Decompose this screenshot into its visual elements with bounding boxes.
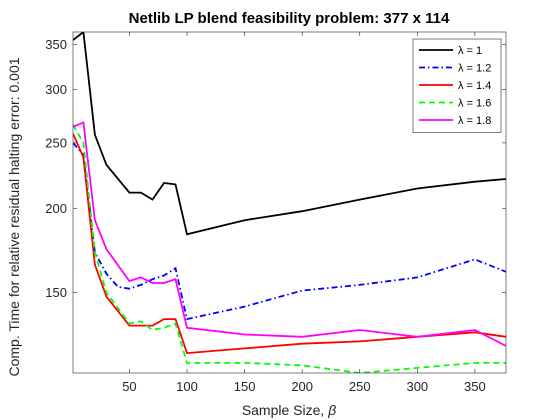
x-tick-label: 300: [406, 379, 428, 394]
series-line-1: [73, 32, 506, 236]
y-tick-label: 250: [45, 135, 67, 150]
legend-label-5: λ = 1.8: [458, 115, 491, 127]
x-axis-label-symbol: β: [327, 402, 336, 418]
x-tick-label: 150: [234, 379, 256, 394]
series-line-5: [73, 121, 506, 347]
x-tick-label: 250: [349, 379, 371, 394]
x-tick-label: 200: [291, 379, 313, 394]
x-axis-label-text: Sample Size,: [242, 402, 328, 418]
x-tick-label: 100: [176, 379, 198, 394]
axes-box: [72, 31, 507, 374]
y-axis-label: Comp. Time for relative residual halting…: [6, 57, 22, 376]
legend-label-3: λ = 1.4: [458, 80, 491, 92]
plot-area: [73, 32, 506, 373]
y-tick-label: 150: [45, 285, 67, 300]
y-tick-label: 350: [45, 37, 67, 52]
x-axis-label: Sample Size, β: [242, 402, 336, 418]
legend-label-2: λ = 1.2: [458, 63, 491, 75]
series-line-2: [73, 142, 506, 321]
y-tick-label: 300: [45, 82, 67, 97]
series-line-4: [73, 124, 506, 373]
axes: 50 100 150 200 250 300 350 150 200 250 300 350: [45, 31, 507, 394]
legend-label-1: λ = 1: [458, 45, 482, 57]
legend: λ = 1 λ = 1.2 λ = 1.4 λ = 1.6 λ = 1.8: [412, 38, 502, 133]
legend-label-4: λ = 1.6: [458, 98, 491, 110]
chart-title: Netlib LP blend feasibility problem: 377…: [129, 10, 450, 27]
series-line-3: [73, 133, 506, 355]
y-tick-label: 200: [45, 201, 67, 216]
x-tick-label: 50: [122, 379, 136, 394]
x-tick-label: 350: [464, 379, 486, 394]
